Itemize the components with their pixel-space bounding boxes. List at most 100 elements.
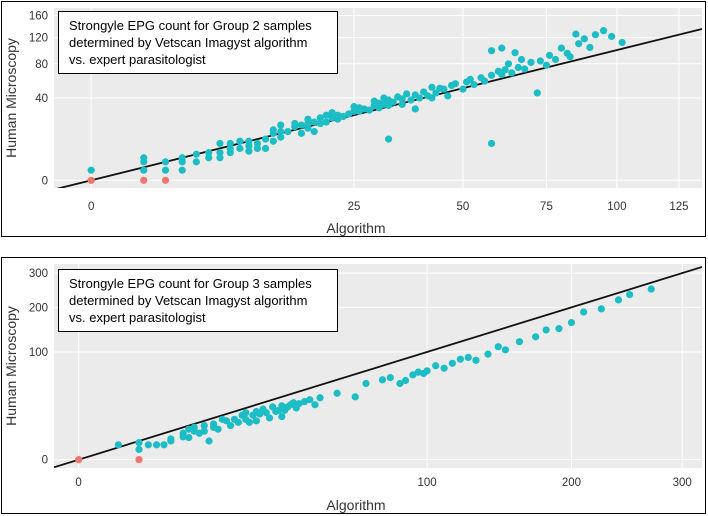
data-point bbox=[514, 63, 522, 72]
data-point bbox=[144, 441, 152, 449]
data-point bbox=[484, 350, 492, 358]
data-point bbox=[591, 31, 600, 39]
data-point bbox=[284, 127, 292, 136]
data-point bbox=[470, 80, 478, 89]
chart-panel-group2: 0 25 50 75 100 125 0 40 80 120 160 Algorithm Human M… bbox=[1, 1, 706, 237]
data-point bbox=[216, 149, 224, 157]
data-point bbox=[160, 441, 168, 449]
data-point bbox=[597, 305, 605, 313]
chart-title-line-3: vs. expert parasitologist bbox=[69, 310, 206, 325]
data-point bbox=[262, 409, 270, 417]
data-point bbox=[333, 389, 341, 397]
data-point bbox=[269, 126, 277, 134]
data-point bbox=[398, 95, 406, 103]
data-point bbox=[545, 51, 554, 59]
data-point bbox=[472, 356, 480, 364]
y-axis-label: Human Microscopy bbox=[3, 306, 19, 426]
data-point bbox=[179, 429, 187, 437]
data-point bbox=[440, 364, 448, 372]
data-point bbox=[322, 118, 330, 126]
data-point bbox=[322, 111, 330, 119]
data-point bbox=[226, 421, 235, 430]
data-point bbox=[135, 439, 143, 447]
data-point bbox=[448, 359, 456, 367]
data-point bbox=[328, 114, 336, 122]
data-point bbox=[618, 38, 626, 47]
data-point bbox=[466, 75, 474, 84]
data-point bbox=[261, 144, 270, 152]
data-point bbox=[226, 139, 234, 148]
data-point bbox=[487, 71, 496, 79]
data-point bbox=[511, 49, 519, 57]
data-point bbox=[444, 92, 452, 100]
data-point bbox=[409, 371, 417, 379]
zero-data-point bbox=[135, 456, 143, 464]
data-point bbox=[432, 362, 440, 370]
data-point bbox=[532, 333, 540, 341]
data-point bbox=[403, 90, 411, 98]
zero-data-point bbox=[75, 456, 83, 464]
data-point bbox=[411, 105, 419, 113]
data-point bbox=[152, 441, 161, 449]
data-point bbox=[451, 80, 460, 88]
data-point bbox=[192, 150, 200, 158]
data-point bbox=[261, 135, 270, 143]
x-tick-label: 0 bbox=[88, 201, 94, 213]
data-point bbox=[277, 121, 285, 129]
y-tick-label: 300 bbox=[29, 268, 48, 280]
data-point bbox=[178, 154, 186, 162]
data-point bbox=[316, 114, 324, 122]
x-tick-label: 200 bbox=[562, 477, 581, 489]
data-point bbox=[253, 139, 262, 148]
data-point bbox=[339, 112, 347, 121]
data-point bbox=[572, 30, 580, 38]
data-point bbox=[269, 137, 277, 145]
y-axis-label: Human Microscopy bbox=[3, 38, 19, 158]
data-point bbox=[222, 417, 231, 425]
data-point bbox=[384, 135, 393, 143]
scatter-chart-group2: 0 25 50 75 100 125 0 40 80 120 160 Algorithm Human M… bbox=[3, 8, 702, 236]
data-point bbox=[245, 147, 253, 155]
y-tick-label: 40 bbox=[35, 93, 48, 105]
data-point bbox=[580, 35, 588, 43]
data-point bbox=[389, 98, 397, 106]
data-point bbox=[536, 57, 544, 65]
chart-title-box-group2: Strongyle EPG count for Group 2 samples … bbox=[58, 11, 338, 74]
x-axis-label: Algorithm bbox=[326, 220, 385, 236]
y-tick-label: 160 bbox=[29, 11, 48, 23]
data-point bbox=[533, 89, 541, 97]
x-tick-label: 75 bbox=[540, 201, 553, 213]
data-point bbox=[178, 166, 186, 174]
data-point bbox=[311, 401, 319, 409]
data-point bbox=[498, 44, 506, 52]
data-point bbox=[192, 158, 200, 166]
data-point bbox=[161, 158, 170, 166]
data-point bbox=[310, 127, 318, 136]
plot-area bbox=[54, 266, 702, 468]
data-point bbox=[423, 367, 431, 375]
chart-title-line-1: Strongyle EPG count for Group 2 samples bbox=[69, 18, 312, 33]
data-point bbox=[440, 85, 448, 93]
data-point bbox=[575, 40, 583, 48]
chart-title-line-2: determined by Vetscan Imagyst algorithm bbox=[69, 35, 308, 50]
data-point bbox=[304, 115, 312, 123]
data-point bbox=[626, 290, 634, 299]
data-point bbox=[161, 166, 170, 174]
data-point bbox=[542, 326, 550, 334]
data-point bbox=[200, 421, 208, 430]
x-tick-label: 100 bbox=[418, 477, 437, 489]
data-point bbox=[386, 374, 394, 382]
data-point bbox=[236, 144, 244, 152]
zero-data-point bbox=[140, 176, 148, 184]
y-tick-label: 100 bbox=[29, 347, 48, 359]
data-point bbox=[316, 119, 324, 128]
data-point bbox=[551, 55, 560, 64]
x-tick-label: 100 bbox=[607, 201, 626, 213]
data-point bbox=[542, 61, 551, 69]
data-point bbox=[245, 418, 253, 426]
data-point bbox=[415, 94, 424, 102]
data-point bbox=[265, 414, 274, 422]
data-point bbox=[508, 69, 516, 77]
data-point bbox=[236, 137, 244, 145]
data-point bbox=[226, 144, 234, 152]
